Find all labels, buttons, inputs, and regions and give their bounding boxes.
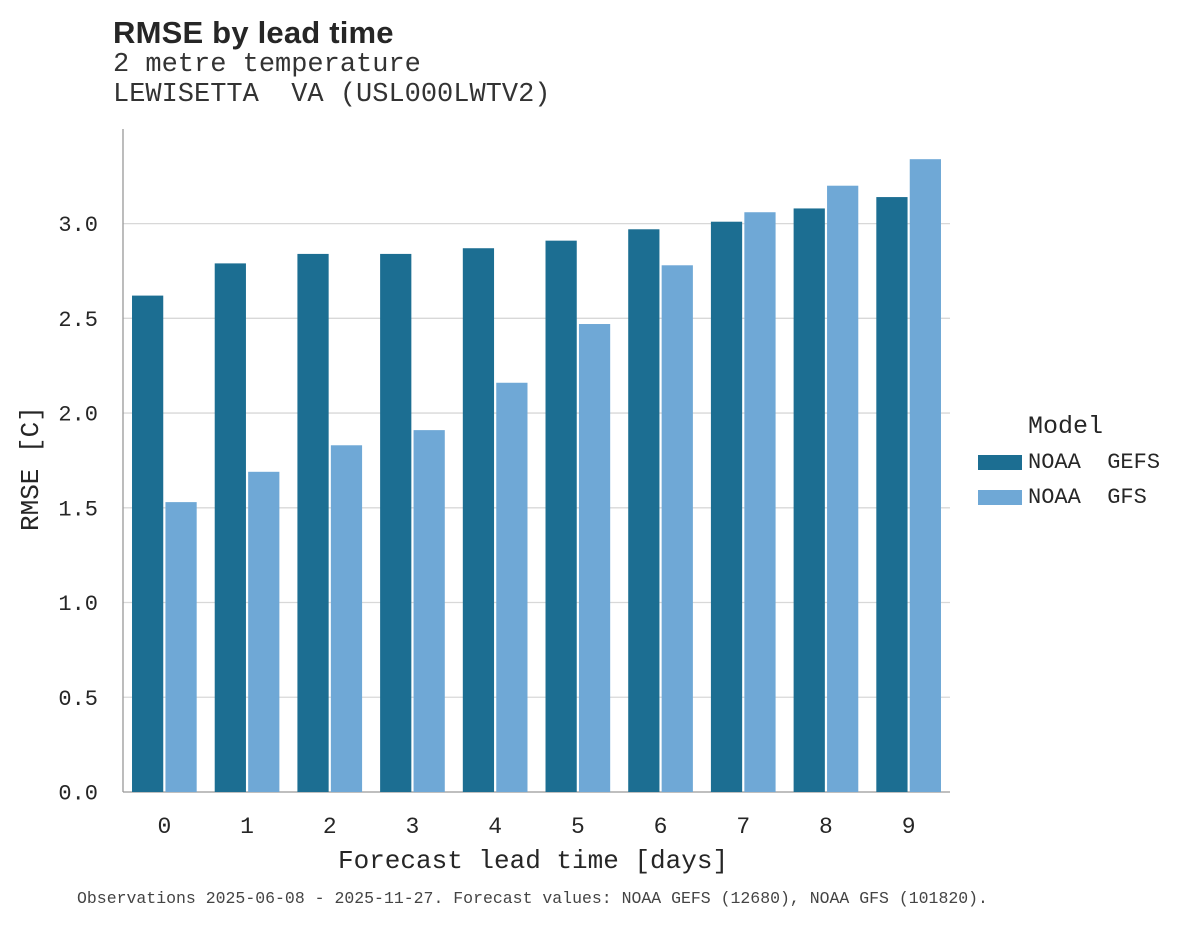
svg-text:3: 3 (406, 814, 420, 840)
svg-text:3.0: 3.0 (58, 213, 98, 238)
svg-text:0.0: 0.0 (58, 782, 98, 807)
svg-text:1: 1 (240, 814, 254, 840)
svg-text:1.5: 1.5 (58, 497, 98, 522)
svg-text:9: 9 (902, 814, 916, 840)
svg-text:6: 6 (654, 814, 668, 840)
svg-text:5: 5 (571, 814, 585, 840)
svg-text:2: 2 (323, 814, 337, 840)
svg-text:7: 7 (736, 814, 750, 840)
svg-text:2.5: 2.5 (58, 308, 98, 333)
svg-text:1.0: 1.0 (58, 592, 98, 617)
svg-text:0: 0 (157, 814, 171, 840)
svg-text:0.5: 0.5 (58, 687, 98, 712)
svg-text:2.0: 2.0 (58, 403, 98, 428)
svg-text:8: 8 (819, 814, 833, 840)
svg-text:4: 4 (488, 814, 502, 840)
